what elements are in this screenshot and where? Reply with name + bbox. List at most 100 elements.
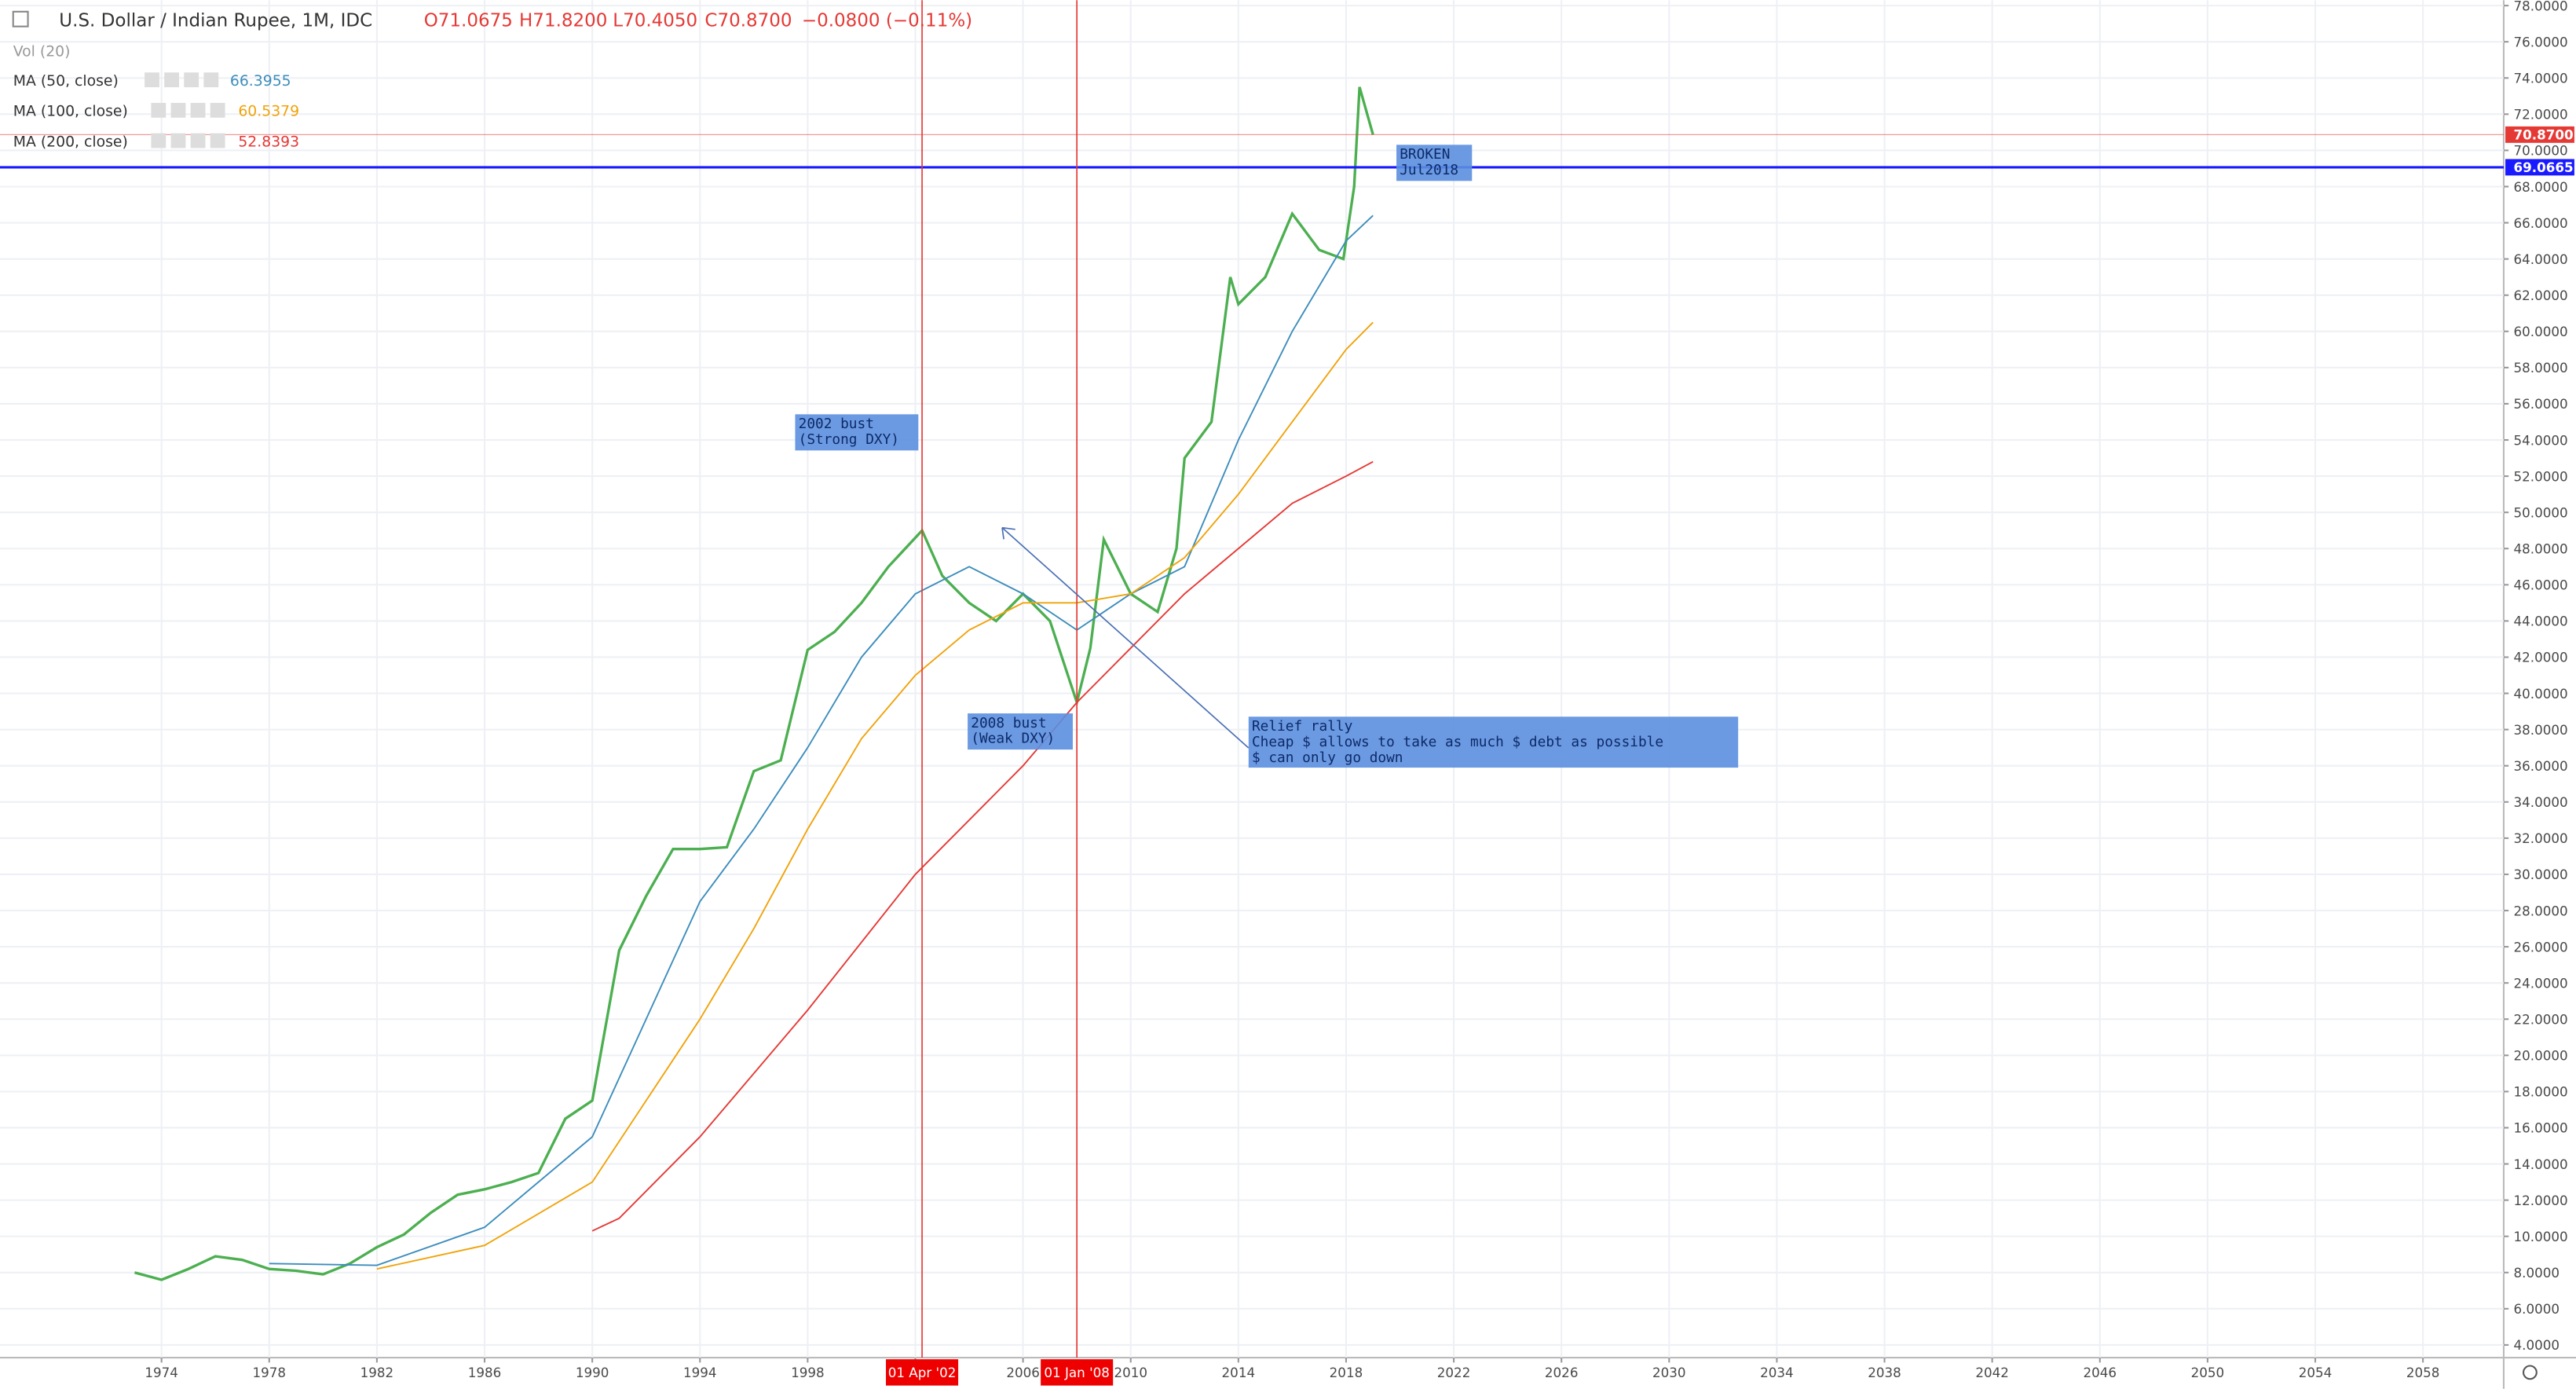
x-tick-label: 2006 xyxy=(1006,1365,1040,1380)
y-tick-label: 18.0000 xyxy=(2514,1084,2568,1100)
y-tick-label: 44.0000 xyxy=(2514,614,2568,629)
y-tick-label: 20.0000 xyxy=(2514,1048,2568,1064)
annotation-box xyxy=(1396,145,1473,181)
y-tick-label: 76.0000 xyxy=(2514,34,2568,49)
study-name: MA (200, close) xyxy=(13,134,128,150)
y-tick-label: 24.0000 xyxy=(2514,975,2568,991)
study-control[interactable] xyxy=(145,72,159,88)
y-tick-label: 48.0000 xyxy=(2514,541,2568,557)
annotation-text: BROKEN xyxy=(1400,146,1450,163)
x-tick-label: 2058 xyxy=(2406,1365,2440,1380)
study-control[interactable] xyxy=(151,102,166,118)
y-tick-label: 62.0000 xyxy=(2514,288,2568,303)
y-tick-label: 54.0000 xyxy=(2514,432,2568,448)
x-tick-label: 2050 xyxy=(2191,1365,2225,1380)
legend: U.S. Dollar / Indian Rupee, 1M, IDC O71.… xyxy=(13,11,972,151)
open: O71.0675 xyxy=(424,11,513,31)
study-value: 60.5379 xyxy=(238,104,299,120)
y-tick-label: 52.0000 xyxy=(2514,468,2568,484)
x-tick-label: 1982 xyxy=(360,1365,394,1380)
x-tick-label: 2034 xyxy=(1760,1365,1794,1380)
study-control[interactable] xyxy=(190,133,206,148)
study-control[interactable] xyxy=(184,72,199,88)
x-tick-label: 2054 xyxy=(2299,1365,2333,1380)
date-label-bg xyxy=(886,1359,959,1386)
y-tick-label: 42.0000 xyxy=(2514,650,2568,665)
annotation-box xyxy=(795,414,919,451)
collapse-icon[interactable] xyxy=(12,10,29,27)
y-tick-label: 22.0000 xyxy=(2514,1012,2568,1028)
y-tick-label: 10.0000 xyxy=(2514,1229,2568,1244)
study-control[interactable] xyxy=(210,133,225,148)
x-tick-label: 1994 xyxy=(683,1365,717,1380)
study-name: MA (50, close) xyxy=(13,73,119,90)
y-tick-label: 30.0000 xyxy=(2514,867,2568,882)
study-control[interactable] xyxy=(164,72,180,88)
y-tick-label: 68.0000 xyxy=(2514,179,2568,195)
price-line xyxy=(134,86,1374,1281)
price-label: 69.0665 xyxy=(2514,159,2574,175)
annotation-text: $ can only go down xyxy=(1252,749,1403,766)
annotation-text: Jul2018 xyxy=(1400,162,1458,178)
y-tick-label: 64.0000 xyxy=(2514,251,2568,267)
y-tick-label: 38.0000 xyxy=(2514,722,2568,738)
close: C70.8700 xyxy=(704,11,792,31)
y-tick-label: 46.0000 xyxy=(2514,577,2568,593)
y-tick-label: 74.0000 xyxy=(2514,71,2568,86)
date-label: 01 Jan '08 xyxy=(1044,1365,1110,1380)
x-tick-label: 2022 xyxy=(1437,1365,1471,1380)
y-tick-label: 70.0000 xyxy=(2514,143,2568,159)
study-value: 52.8393 xyxy=(238,134,299,150)
high: H71.8200 xyxy=(519,11,607,31)
x-tick-label: 2046 xyxy=(2083,1365,2117,1380)
study-control[interactable] xyxy=(203,72,219,88)
volume-study[interactable]: Vol (20) xyxy=(13,43,71,60)
date-label: 01 Apr '02 xyxy=(888,1365,957,1380)
y-tick-label: 36.0000 xyxy=(2514,758,2568,774)
annotation-box xyxy=(968,713,1073,750)
x-tick-label: 2014 xyxy=(1222,1365,1256,1380)
low: L70.4050 xyxy=(613,11,697,31)
annotation-text: (Weak DXY) xyxy=(971,731,1055,747)
y-tick-label: 4.0000 xyxy=(2514,1337,2560,1353)
arrow-head xyxy=(1001,526,1015,540)
symbol-title[interactable]: U.S. Dollar / Indian Rupee, 1M, IDC xyxy=(59,11,372,31)
x-tick-label: 2010 xyxy=(1114,1365,1147,1380)
annotation-text: Relief rally xyxy=(1252,718,1352,735)
y-tick-label: 28.0000 xyxy=(2514,903,2568,918)
study-control[interactable] xyxy=(170,102,186,118)
x-tick-label: 1974 xyxy=(145,1365,178,1380)
y-tick-label: 26.0000 xyxy=(2514,939,2568,955)
x-tick-label: 2026 xyxy=(1545,1365,1579,1380)
study-name: MA (100, close) xyxy=(13,104,128,120)
study-control[interactable] xyxy=(170,133,186,148)
price-label-bg xyxy=(2505,159,2574,176)
arrow xyxy=(1001,527,1250,749)
x-tick-label: 2042 xyxy=(1975,1365,2009,1380)
y-tick-label: 78.0000 xyxy=(2514,0,2568,13)
y-tick-label: 60.0000 xyxy=(2514,324,2568,339)
y-tick-label: 16.0000 xyxy=(2514,1120,2568,1136)
y-tick-label: 14.0000 xyxy=(2514,1156,2568,1172)
x-tick-label: 1998 xyxy=(791,1365,825,1380)
study-control[interactable] xyxy=(190,102,206,118)
date-label-bg xyxy=(1041,1359,1114,1386)
x-tick-label: 1990 xyxy=(576,1365,609,1380)
y-tick-label: 8.0000 xyxy=(2514,1265,2560,1281)
y-tick-label: 66.0000 xyxy=(2514,215,2568,231)
y-tick-label: 72.0000 xyxy=(2514,107,2568,123)
annotation-text: 2008 bust xyxy=(971,715,1046,731)
y-tick-label: 58.0000 xyxy=(2514,360,2568,376)
study-control[interactable] xyxy=(210,102,225,118)
y-tick-label: 12.0000 xyxy=(2514,1193,2568,1208)
annotation-text: 2002 bust xyxy=(799,416,874,432)
settings-icon[interactable] xyxy=(2523,1365,2538,1380)
study-control[interactable] xyxy=(151,133,166,148)
price-label-bg xyxy=(2505,126,2574,143)
annotation-text: Cheap $ allows to take as much $ debt as… xyxy=(1252,734,1663,750)
study-value: 66.3955 xyxy=(230,73,291,90)
